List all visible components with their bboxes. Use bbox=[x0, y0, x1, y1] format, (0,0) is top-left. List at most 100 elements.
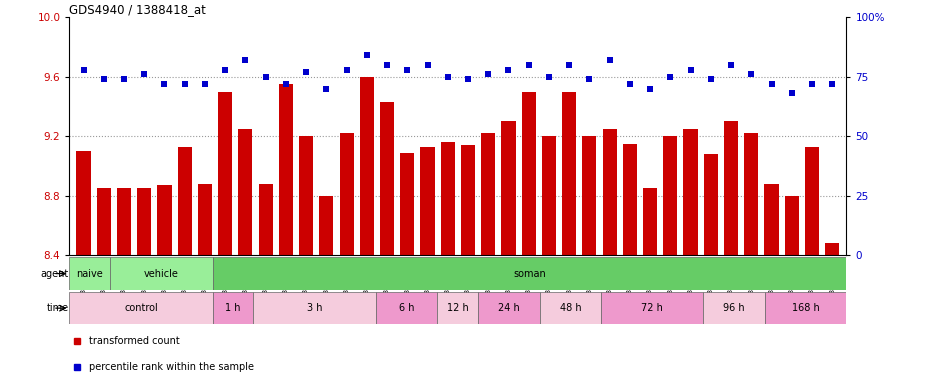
Bar bbox=[360, 77, 374, 255]
Point bbox=[582, 76, 597, 82]
Bar bbox=[461, 145, 475, 255]
Text: naive: naive bbox=[77, 268, 104, 279]
Bar bbox=[562, 92, 576, 255]
Point bbox=[278, 81, 293, 87]
Bar bbox=[278, 84, 293, 255]
Text: 24 h: 24 h bbox=[499, 303, 520, 313]
Bar bbox=[376, 292, 438, 324]
Bar bbox=[481, 133, 495, 255]
Bar bbox=[684, 129, 697, 255]
Text: transformed count: transformed count bbox=[89, 336, 179, 346]
Bar bbox=[704, 154, 718, 255]
Point bbox=[643, 86, 658, 92]
Bar bbox=[253, 292, 376, 324]
Bar bbox=[319, 196, 333, 255]
Point bbox=[541, 74, 556, 80]
Point bbox=[703, 76, 718, 82]
Text: 12 h: 12 h bbox=[447, 303, 469, 313]
Point bbox=[561, 62, 576, 68]
Bar bbox=[583, 136, 597, 255]
Bar bbox=[69, 292, 213, 324]
Bar bbox=[764, 184, 779, 255]
Point bbox=[501, 66, 516, 73]
Text: control: control bbox=[124, 303, 158, 313]
Point bbox=[684, 66, 698, 73]
Bar bbox=[213, 292, 253, 324]
Point bbox=[602, 57, 617, 63]
Bar bbox=[663, 136, 677, 255]
Point bbox=[440, 74, 455, 80]
Point bbox=[339, 66, 354, 73]
Bar bbox=[421, 147, 435, 255]
Bar bbox=[825, 243, 839, 255]
Bar bbox=[440, 142, 455, 255]
Point bbox=[198, 81, 213, 87]
Bar bbox=[784, 196, 799, 255]
Bar bbox=[77, 151, 91, 255]
Bar bbox=[602, 129, 617, 255]
Point bbox=[360, 52, 375, 58]
Point bbox=[805, 81, 820, 87]
Point bbox=[258, 74, 273, 80]
Point bbox=[379, 62, 394, 68]
Bar bbox=[643, 189, 657, 255]
Bar bbox=[213, 257, 846, 290]
Bar bbox=[522, 92, 536, 255]
Text: 6 h: 6 h bbox=[399, 303, 414, 313]
Point bbox=[744, 71, 758, 78]
Point bbox=[663, 74, 678, 80]
Point bbox=[319, 86, 334, 92]
Bar bbox=[110, 257, 213, 290]
Bar bbox=[97, 189, 111, 255]
Bar bbox=[380, 102, 394, 255]
Point bbox=[623, 81, 637, 87]
Point bbox=[96, 76, 111, 82]
Point bbox=[137, 71, 152, 78]
Bar bbox=[239, 129, 253, 255]
Text: 48 h: 48 h bbox=[560, 303, 581, 313]
Point bbox=[522, 62, 536, 68]
Text: 96 h: 96 h bbox=[723, 303, 745, 313]
Bar bbox=[69, 257, 110, 290]
Text: GDS4940 / 1388418_at: GDS4940 / 1388418_at bbox=[69, 3, 206, 16]
Bar bbox=[623, 144, 637, 255]
Point bbox=[117, 76, 131, 82]
Text: time: time bbox=[46, 303, 68, 313]
Bar bbox=[339, 133, 353, 255]
Bar bbox=[478, 292, 539, 324]
Bar bbox=[805, 147, 819, 255]
Text: 72 h: 72 h bbox=[641, 303, 663, 313]
Point bbox=[217, 66, 232, 73]
Point bbox=[723, 62, 738, 68]
Point bbox=[764, 81, 779, 87]
Bar bbox=[765, 292, 846, 324]
Text: percentile rank within the sample: percentile rank within the sample bbox=[89, 362, 253, 372]
Bar bbox=[299, 136, 314, 255]
Point bbox=[157, 81, 172, 87]
Point bbox=[784, 90, 799, 96]
Bar bbox=[501, 121, 515, 255]
Text: 1 h: 1 h bbox=[225, 303, 241, 313]
Bar bbox=[601, 292, 703, 324]
Point bbox=[238, 57, 253, 63]
Point bbox=[178, 81, 192, 87]
Bar bbox=[137, 189, 152, 255]
Text: vehicle: vehicle bbox=[144, 268, 179, 279]
Bar bbox=[117, 189, 131, 255]
Point bbox=[420, 62, 435, 68]
Bar bbox=[438, 292, 478, 324]
Bar bbox=[542, 136, 556, 255]
Bar bbox=[539, 292, 601, 324]
Text: agent: agent bbox=[40, 268, 68, 279]
Bar bbox=[259, 184, 273, 255]
Bar bbox=[401, 153, 414, 255]
Text: soman: soman bbox=[513, 268, 546, 279]
Bar bbox=[157, 185, 171, 255]
Bar bbox=[745, 133, 758, 255]
Bar bbox=[178, 147, 191, 255]
Bar bbox=[703, 292, 765, 324]
Text: 3 h: 3 h bbox=[307, 303, 323, 313]
Text: 168 h: 168 h bbox=[792, 303, 820, 313]
Bar bbox=[218, 92, 232, 255]
Point bbox=[461, 76, 475, 82]
